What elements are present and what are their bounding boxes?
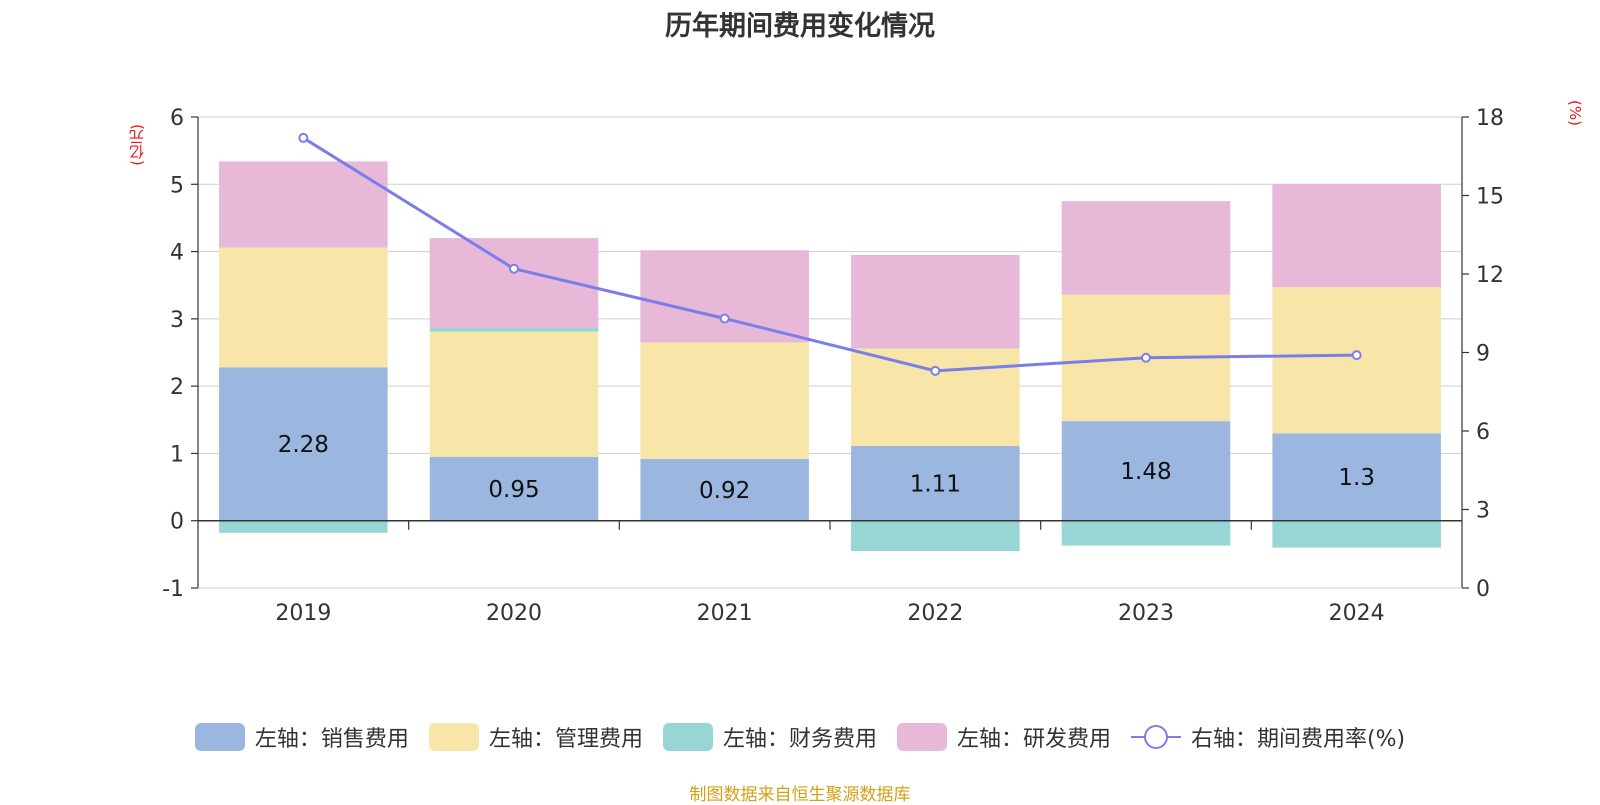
legend-item-sales[interactable]: 左轴：销售费用 xyxy=(194,721,409,753)
left-tick-label: 6 xyxy=(170,106,184,131)
bar-segment-sales-2023 xyxy=(1061,421,1231,521)
data-label-sales: 1.11 xyxy=(910,471,961,497)
bar-segment-admin-2022 xyxy=(851,348,1020,447)
right-tick-label: 0 xyxy=(1476,577,1490,602)
left-tick-label: 3 xyxy=(170,308,184,333)
right-tick-label: 18 xyxy=(1476,106,1504,131)
data-label-sales: 0.92 xyxy=(699,478,750,504)
legend-swatch-finance xyxy=(662,723,713,751)
expense-rate-point xyxy=(298,132,309,143)
legend: 左轴：销售费用 左轴：管理费用 左轴：财务费用 左轴：研发费用 右轴：期间费用率… xyxy=(0,721,1600,753)
chart-title: 历年期间费用变化情况 xyxy=(665,11,935,42)
left-tick-label: -1 xyxy=(162,577,184,602)
right-tick-label: 9 xyxy=(1476,342,1490,367)
legend-label-rnd: 左轴：研发费用 xyxy=(956,727,1111,752)
left-tick-label: 4 xyxy=(170,241,184,266)
bar-segment-rnd-2019 xyxy=(219,161,388,248)
expense-rate-line xyxy=(302,136,1357,373)
legend-item-finance[interactable]: 左轴：财务费用 xyxy=(662,721,877,753)
x-tick-label: 2022 xyxy=(907,601,963,626)
left-tick-label: 2 xyxy=(170,375,184,400)
legend-label-sales: 左轴：销售费用 xyxy=(254,727,409,752)
legend-item-admin[interactable]: 左轴：管理费用 xyxy=(428,721,643,753)
legend-label-finance: 左轴：财务费用 xyxy=(722,727,877,752)
legend-swatch-expense-rate xyxy=(1130,723,1181,751)
bar-segment-finance-2020 xyxy=(429,327,599,332)
bar-segment-admin-2019 xyxy=(219,247,388,368)
bar-segment-finance-2019 xyxy=(219,520,388,533)
data-label-sales: 2.28 xyxy=(278,432,329,458)
left-tick-label: 5 xyxy=(170,173,184,198)
bar-segment-sales-2022 xyxy=(851,446,1020,521)
bar-segment-admin-2024 xyxy=(1272,287,1441,434)
right-tick-label: 3 xyxy=(1476,499,1490,524)
right-tick-label: 15 xyxy=(1476,185,1504,210)
legend-item-rnd[interactable]: 左轴：研发费用 xyxy=(896,721,1111,753)
bar-segment-finance-2023 xyxy=(1061,520,1231,546)
right-tick-label: 12 xyxy=(1476,263,1504,288)
data-source-note: 制图数据来自恒生聚源数据库 xyxy=(689,785,911,805)
data-label-sales: 0.95 xyxy=(488,477,539,503)
x-tick-label: 2024 xyxy=(1329,601,1385,626)
left-tick-label: 1 xyxy=(170,442,184,467)
legend-swatch-admin xyxy=(428,723,479,751)
right-tick-label: 6 xyxy=(1476,420,1490,445)
x-tick-label: 2021 xyxy=(697,601,753,626)
data-label-sales: 1.48 xyxy=(1120,459,1171,485)
x-tick-label: 2020 xyxy=(486,601,542,626)
bar-segment-sales-2020 xyxy=(429,456,599,521)
bar-segment-rnd-2021 xyxy=(640,250,809,343)
data-label-sales: 1.3 xyxy=(1338,465,1375,491)
expense-rate-point xyxy=(509,263,519,274)
legend-swatch-sales xyxy=(194,723,245,751)
expense-rate-point xyxy=(1141,352,1151,363)
expense-rate-point xyxy=(719,313,730,324)
expense-rate-point xyxy=(1351,350,1362,361)
bar-segment-rnd-2022 xyxy=(851,254,1020,349)
bar-segment-sales-2021 xyxy=(640,458,809,521)
bar-segment-rnd-2024 xyxy=(1272,184,1441,288)
bar-segment-admin-2021 xyxy=(640,342,809,459)
bar-segment-admin-2020 xyxy=(429,331,599,457)
bar-segment-sales-2019 xyxy=(219,367,388,521)
expense-rate-point xyxy=(930,365,941,376)
legend-label-expense-rate: 右轴：期间费用率(%) xyxy=(1190,727,1406,752)
right-axis-unit: (%) xyxy=(1566,100,1584,126)
bar-segment-finance-2024 xyxy=(1272,520,1441,548)
x-tick-label: 2019 xyxy=(275,601,331,626)
bar-segment-sales-2024 xyxy=(1272,433,1441,521)
legend-swatch-rnd xyxy=(896,723,947,751)
legend-item-expense-rate[interactable]: 右轴：期间费用率(%) xyxy=(1130,721,1406,753)
legend-label-admin: 左轴：管理费用 xyxy=(488,727,643,752)
bar-segment-rnd-2023 xyxy=(1061,201,1231,295)
bar-segment-finance-2022 xyxy=(851,520,1020,551)
left-tick-label: 0 xyxy=(170,510,184,535)
x-tick-label: 2023 xyxy=(1118,601,1174,626)
